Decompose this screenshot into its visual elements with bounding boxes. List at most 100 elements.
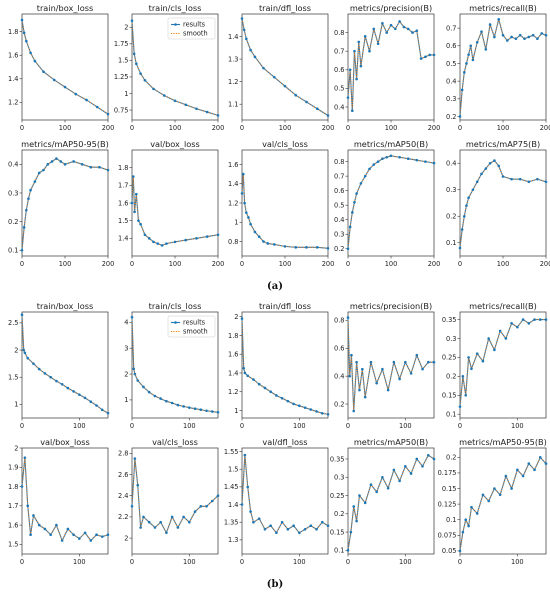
panel-a-val-cls-loss-ytick-label: 0.8 [228,238,239,246]
panel-a-train-dfl-loss-frame [241,13,329,121]
panel-b-val-cls-loss-point [142,515,145,519]
panel-b-metrics-map50-b-point [426,454,430,457]
panel-b-train-cls-loss-point [159,397,162,400]
panel-b-train-cls-loss-legend-box [167,315,216,338]
panel-a-metrics-map50-b-ytick-label: 0.8 [334,158,345,166]
panel-a-train-dfl-loss-point [283,84,287,88]
panel-b-metrics-map50-b-point [355,519,358,523]
panel-a-train-cls-loss-xtick-label: 100 [169,124,182,132]
panel-a-train-dfl-loss-ytick-label: 1.2 [228,78,239,86]
panel-b-metrics-recall-b-point [487,337,490,340]
panel-b-val-cls-loss-point [205,505,208,508]
panel-a-metrics-recall-b-point [518,33,522,37]
panel-b-metrics-map50-b-smooth-line [347,454,435,551]
panel-a-val-cls-loss-xtick-label: 200 [322,260,335,268]
panel-a-train-box-loss-point [63,85,67,89]
panel-b-metrics-recall-b-point [470,367,473,371]
panel-b-metrics-recall-b-frame [459,311,547,419]
panel-b-train-box-loss-point [106,411,110,415]
panel-a-metrics-map50-b-point [424,160,427,163]
panel-b-val-box-loss-point [49,533,52,537]
panel-a-train-dfl-loss-smooth-line [241,18,329,116]
panel-a-metrics-map50-b-ytick-label: 0.2 [334,245,345,253]
panel-b-train-cls-loss-ytick-label: 3 [124,344,128,352]
panel-a-metrics-precision-b-xtick-label: 0 [346,124,350,132]
panel-b-train-cls-loss-ytick-label: 1 [124,396,128,404]
panel-a-val-box-loss-frame [131,149,219,257]
panel-b-val-dfl-loss-point [246,485,250,489]
panel-b-val-box-loss-point [106,533,110,537]
panel-a-metrics-map75-b-point [501,175,505,178]
panel-a-train-cls-loss-point [216,114,220,117]
panel-a-train-dfl-loss-ytick-label: 1.4 [228,33,239,41]
panel-a-val-box-loss-title: val/box_loss [150,139,200,149]
panel-b-train-cls-loss-legend-label-smooth: smooth [183,328,208,336]
panel-b-train-box-loss-point [100,408,104,412]
panel-a-train-dfl-loss-xtick-label: 0 [240,124,244,132]
panel-b-metrics-map50-95-b-ytick-label: 0.2 [446,454,457,462]
panel-a-metrics-map50-95-b-point [50,160,54,163]
panel-a-val-cls-loss-point [272,243,276,246]
panel-a-train-dfl-loss-point [245,37,248,41]
panel-a-train-dfl-loss: train/dfl_loss 0 100 200 1.1 1.2 1.3 1.4 [228,3,334,132]
panel-b-train-cls-loss-frame [131,311,219,419]
panel-b-val-box-loss-point [78,537,81,540]
panel-b-train-box-loss-point [37,367,41,371]
panel-b-metrics-map50-95-b-ytick-label: 0.1 [446,516,457,524]
panel-b-metrics-precision-b-point [426,360,430,364]
panel-b-val-cls-loss-point [153,526,157,529]
panel-b-val-cls-loss-point [159,520,162,524]
panel-a-val-cls-loss-point [262,240,265,243]
panel-b-metrics-recall-b-ytick-label: 0.25 [442,354,457,362]
panel-b-metrics-map50-b-point [392,468,396,472]
panel-b-val-box-loss-results-line [21,457,109,542]
panel-a-val-box-loss-point [143,233,147,237]
panel-b-train-cls-loss-xtick-label: 0 [130,422,134,430]
panel-b-metrics-map50-b-point [404,464,407,468]
panel-b-val-box-loss-ytick-label: 1.7 [8,502,19,510]
panel-b-val-cls-loss-point [130,505,134,508]
panel-b-val-dfl-loss-point [269,524,272,528]
panel-a-metrics-map75-b-point [484,167,488,170]
panel-b-val-box-loss-point [20,485,24,488]
panel-a-train-cls-loss-point [205,110,209,114]
panel-a-val-box-loss-point [139,222,142,226]
panel-b-val-box-loss-ytick-label: 2 [14,444,18,452]
panel-b-train-dfl-loss-point [275,394,278,397]
panel-a-metrics-recall-b-point [493,35,496,39]
panel-b-metrics-map50-b-point [381,475,384,479]
panel-a-metrics-map50-b-title: metrics/mAP50(B) [354,139,428,149]
panel-b-metrics-map50-95-b-results-line [459,456,547,551]
panel-a-metrics-map50-b-ytick-label: 0.5 [334,201,345,209]
panel-b-metrics-recall-b-point [498,329,502,333]
panel-a-metrics-map50-b-ytick-label: 0.6 [334,187,345,195]
panel-b-metrics-map50-b-ytick-label: 0.3 [334,474,345,482]
panel-b-train-box-loss-xtick-label: 0 [20,422,24,430]
panel-a-metrics-recall-b-point [497,18,501,21]
panel-b-metrics-recall-b-ytick-label: 0.3 [446,335,457,343]
panel-a-train-dfl-loss-point [294,93,298,97]
panel-b-metrics-recall-b-point [458,405,462,408]
panel-b-metrics-recall-b-title: metrics/recall(B) [469,301,537,311]
panel-b-val-dfl-loss-point [243,453,247,457]
panel-a-train-dfl-loss-point [249,48,252,52]
panel-a-train-cls-loss-xtick-label: 200 [212,124,225,132]
panel-b-val-box-loss-point [32,514,35,517]
panel-b-val-dfl-loss-point [303,527,307,531]
panel-b-train-dfl-loss-point [269,390,272,394]
panel-b-train-dfl-loss-point [309,408,313,411]
panel-b-metrics-map50-b-title: metrics/mAP50(B) [354,437,428,447]
panel-a-metrics-map75-b-ytick-label: 0.2 [446,213,457,221]
panel-b-metrics-map50-b-ytick-label: 0.35 [330,455,345,463]
panel-b-metrics-map50-b-ytick-label: 0.1 [334,547,345,555]
panel-a-val-box-loss-point [205,235,209,238]
panel-a-metrics-recall-b-point [523,37,526,41]
panel-b-val-dfl-loss: val/dfl_loss 0 100 1.3 1.35 1.4 1.45 1.5 1.55 [224,437,330,566]
panel-a-metrics-map75-b-point [467,196,470,199]
panel-a-metrics-map75-b-point [544,180,548,184]
panel-b-train-cls-loss-point [199,408,203,412]
panel-b-val-box-loss-ytick-label: 1.5 [8,541,19,549]
panel-b-metrics-recall-b-point [464,393,468,397]
panel-a-metrics-recall-b-point [544,33,548,37]
panel-a-metrics-map50-b-frame [347,149,435,257]
